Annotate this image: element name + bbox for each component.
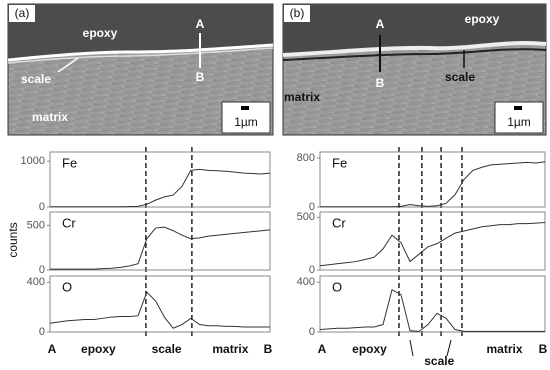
y-tick-label: 0 xyxy=(309,201,315,213)
image-label: matrix xyxy=(284,90,320,104)
image-label: epoxy xyxy=(83,26,118,40)
x-axis-label: scale xyxy=(424,354,454,368)
plot-frame xyxy=(49,151,271,208)
x-axis-label: A xyxy=(318,342,327,356)
element-label: O xyxy=(62,279,72,294)
profile-line xyxy=(50,168,271,208)
arrow xyxy=(409,339,414,357)
x-axis-label: scale xyxy=(152,342,182,356)
x-axis-label: epoxy xyxy=(81,342,116,356)
plot-frame xyxy=(319,211,546,271)
x-axis-label: B xyxy=(264,342,273,356)
image-label: epoxy xyxy=(465,12,500,26)
plot-frame xyxy=(319,275,546,333)
y-tick-label: 0 xyxy=(39,264,45,276)
x-axis-label: matrix xyxy=(212,342,248,356)
profile-line xyxy=(320,161,546,208)
profile-line xyxy=(319,288,545,332)
sem-image-b: (b) epoxy A B scale matrix 1µm xyxy=(282,3,547,136)
profile-line xyxy=(319,222,546,267)
y-tick-label: 800 xyxy=(297,152,315,164)
plot-frame xyxy=(49,211,271,271)
y-tick-label: 0 xyxy=(39,326,45,338)
y-tick-label: 500 xyxy=(27,219,45,231)
x-axis-label: epoxy xyxy=(352,342,387,356)
arrow xyxy=(446,339,452,357)
element-label: O xyxy=(332,279,342,294)
y-tick-label: 0 xyxy=(309,264,315,276)
panel-label: (a) xyxy=(15,6,30,20)
y-tick-label: 0 xyxy=(309,326,315,338)
plot-frame xyxy=(319,151,546,208)
x-axis-label: B xyxy=(539,342,548,356)
y-tick-label: 500 xyxy=(297,211,315,223)
image-label: scale xyxy=(445,70,475,84)
image-label: B xyxy=(196,70,205,84)
y-tick-label: 400 xyxy=(297,276,315,288)
x-axis-label: A xyxy=(48,342,57,356)
element-label: Fe xyxy=(332,155,347,170)
image-label: B xyxy=(376,76,385,90)
element-label: Cr xyxy=(332,215,346,230)
profile-line xyxy=(49,291,270,329)
scale-bar-label: 1µm xyxy=(507,115,531,129)
element-label: Fe xyxy=(62,155,77,170)
y-tick-label: 1000 xyxy=(21,155,45,167)
profile-line xyxy=(50,226,271,270)
scale-bar-label: 1µm xyxy=(234,115,258,129)
y-axis-label: counts xyxy=(6,222,20,257)
panel-label: (b) xyxy=(290,6,305,20)
image-label: matrix xyxy=(32,110,68,124)
plot-frame xyxy=(49,275,271,333)
y-tick-label: 400 xyxy=(27,276,45,288)
image-label: A xyxy=(196,17,205,31)
y-tick-label: 0 xyxy=(39,201,45,213)
image-label: scale xyxy=(21,72,51,86)
element-label: Cr xyxy=(62,215,76,230)
image-label: A xyxy=(376,17,385,31)
x-axis-label: matrix xyxy=(486,342,522,356)
